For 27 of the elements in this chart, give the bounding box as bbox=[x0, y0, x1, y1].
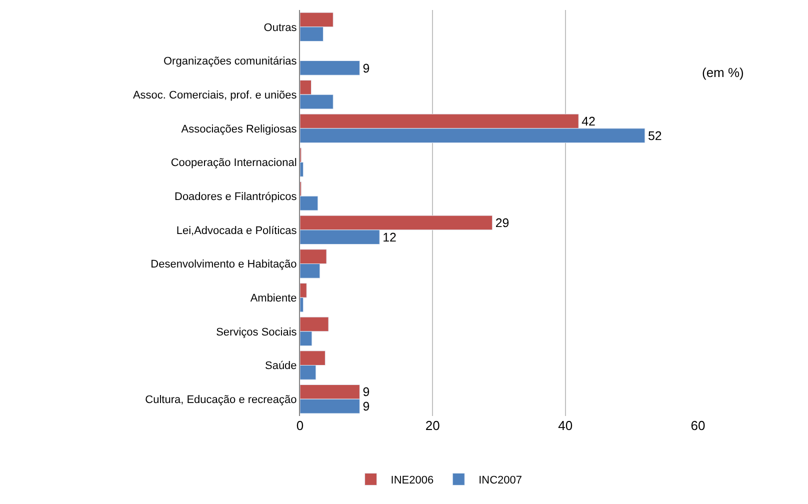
y-tick-label: Assoc. Comerciais, prof. e uniões bbox=[132, 89, 298, 102]
y-tick-label: Outras bbox=[264, 22, 298, 34]
y-tick-label: Saúde bbox=[264, 360, 297, 372]
y-tick-label: Cultura, Educação e recreação bbox=[145, 394, 297, 406]
data-label: 42 bbox=[582, 114, 596, 129]
y-tick-label: Doadores e Filantrópicos bbox=[174, 190, 298, 203]
y-tick-label: Lei,Advocada e Políticas bbox=[176, 224, 298, 237]
x-tick-label: 0 bbox=[296, 418, 304, 433]
data-label: 9 bbox=[362, 385, 370, 400]
x-tick-label: 60 bbox=[690, 418, 706, 433]
y-tick-label: Ambiente bbox=[250, 292, 297, 304]
data-label: 12 bbox=[382, 230, 397, 244]
x-tick-label: 40 bbox=[558, 418, 573, 433]
bar bbox=[300, 60, 360, 76]
data-label: 9 bbox=[362, 400, 370, 414]
y-tick-label: Serviços Sociais bbox=[216, 326, 298, 338]
y-tick-label: Organizações comunitárias bbox=[164, 56, 298, 68]
data-label: 9 bbox=[362, 61, 370, 76]
y-tick-label: Associações Religiosas bbox=[181, 123, 298, 136]
legend-label: INC2007 bbox=[478, 474, 522, 487]
x-tick-label: 20 bbox=[425, 418, 440, 433]
legend-label: INE2006 bbox=[390, 474, 434, 487]
y-tick-label: Cooperação Internacional bbox=[170, 157, 297, 170]
text: (em %) bbox=[702, 65, 744, 80]
y-tick-label: Desenvolvimento e Habitação bbox=[150, 258, 297, 271]
data-label: 52 bbox=[648, 128, 662, 143]
data-label: 29 bbox=[495, 216, 510, 230]
